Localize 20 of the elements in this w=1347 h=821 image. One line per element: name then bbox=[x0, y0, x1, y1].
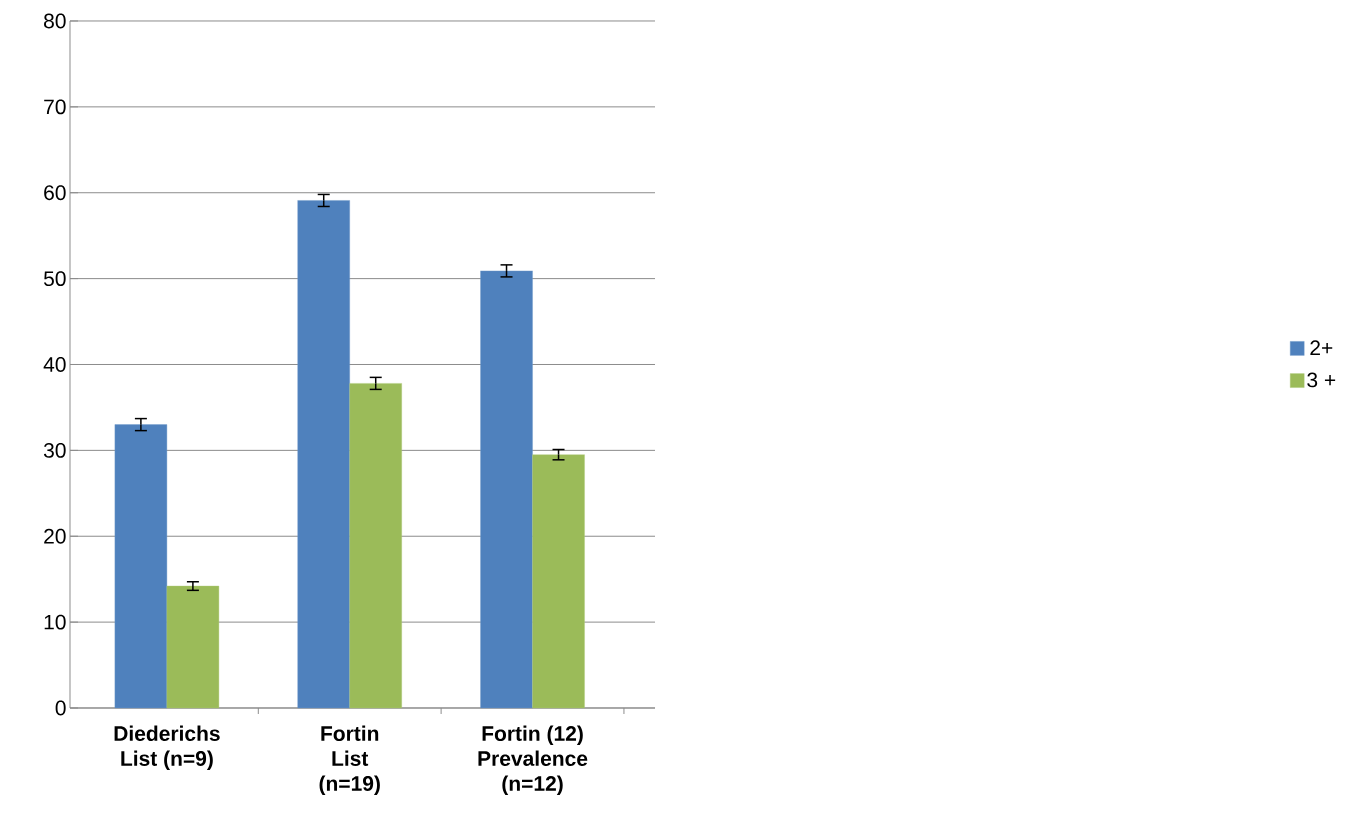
y-tick-label: 0 bbox=[55, 700, 66, 716]
y-tick-label: 40 bbox=[43, 357, 66, 372]
y-tick-label: 50 bbox=[43, 271, 66, 287]
y-tick-label: 60 bbox=[44, 185, 66, 201]
y-tick-label: 80 bbox=[44, 13, 66, 29]
legend-label: 2+ bbox=[1310, 340, 1333, 355]
bar bbox=[532, 454, 585, 709]
y-tick-label: 10 bbox=[44, 614, 66, 630]
bar bbox=[166, 585, 220, 709]
y-tick-label: 70 bbox=[44, 99, 66, 115]
y-tick-label: 20 bbox=[44, 528, 66, 544]
x-tick-label: Diederichs List (n=9) bbox=[114, 725, 220, 771]
bar bbox=[480, 270, 533, 709]
bar bbox=[349, 383, 402, 709]
x-tick-label: Fortin List (n=19) bbox=[319, 725, 380, 796]
y-tick-label: 30 bbox=[43, 442, 66, 458]
bar bbox=[114, 424, 168, 709]
x-tick-label: Fortin (12) Prevalence (n=12) bbox=[478, 725, 588, 796]
bar bbox=[297, 200, 350, 709]
legend-label: 3 + bbox=[1307, 372, 1336, 388]
